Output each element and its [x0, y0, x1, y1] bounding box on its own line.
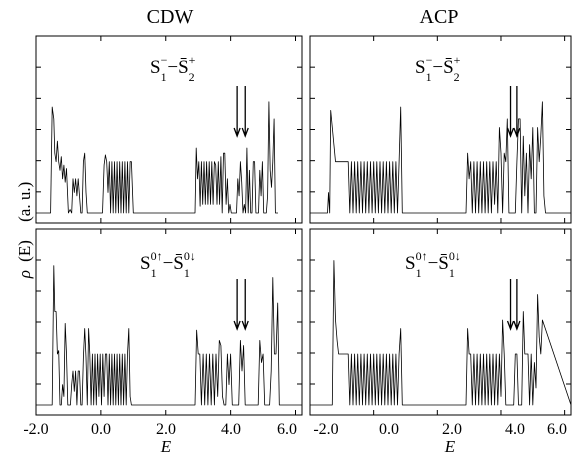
down-arrow-marker [241, 86, 249, 138]
x-tick-label: 0.0 [379, 421, 399, 438]
column-title-cdw: CDW [147, 6, 194, 28]
x-tick-label: -2.0 [23, 421, 48, 438]
x-tick-label: 4.0 [505, 421, 525, 438]
x-tick-label: 2.0 [156, 421, 176, 438]
svg-text:S10↑−S̄10↓: S10↑−S̄10↓ [140, 249, 196, 280]
down-arrow-marker [233, 279, 241, 331]
down-arrow-marker [513, 86, 521, 138]
panel-label-cdw-top: S1−−S̄2+ [150, 53, 196, 84]
panel-label-acp-top: S1−−S̄2+ [415, 53, 461, 84]
panel-label-cdw-bottom: S10↑−S̄10↓ [140, 249, 196, 280]
y-axis-label: ρ (E) (a. u.) [15, 182, 34, 280]
down-arrow-marker [241, 279, 249, 331]
x-tick-label: 6.0 [277, 421, 297, 438]
svg-text:S1−−S̄2+: S1−−S̄2+ [415, 53, 461, 84]
dos-trace [310, 101, 571, 214]
x-tick-label: 4.0 [221, 421, 241, 438]
svg-text:S1−−S̄2+: S1−−S̄2+ [150, 53, 196, 84]
x-tick-label: 0.0 [91, 421, 111, 438]
down-arrow-marker [513, 279, 521, 331]
down-arrow-marker [506, 86, 515, 138]
down-arrow-marker [506, 279, 515, 331]
y-axis-arg: (E) [15, 240, 34, 262]
dos-trace [310, 260, 572, 406]
svg-text:S10↑−S̄10↓: S10↑−S̄10↓ [405, 249, 461, 280]
x-axis-label-right: E [444, 437, 456, 453]
x-tick-labels-right: -2.0 0.0 2.0 4.0 6.0 [313, 421, 567, 438]
down-arrow-marker [233, 86, 241, 138]
x-axis-label-left: E [160, 437, 172, 453]
column-title-acp: ACP [420, 6, 459, 28]
x-tick-label: 6.0 [547, 421, 567, 438]
svg-text:ρ (E) (a. u.): ρ (E) (a. u.) [15, 182, 34, 280]
x-tick-labels-left: -2.0 0.0 2.0 4.0 6.0 [23, 421, 297, 438]
plot-layer [35, 36, 572, 415]
y-axis-unit: (a. u.) [15, 182, 34, 222]
dos-trace [36, 265, 302, 406]
panel-label-acp-bottom: S10↑−S̄10↓ [405, 249, 461, 280]
x-tick-label: 2.0 [442, 421, 462, 438]
x-tick-label: -2.0 [313, 421, 338, 438]
dos-trace [36, 101, 278, 214]
y-axis-symbol: ρ [15, 270, 34, 279]
